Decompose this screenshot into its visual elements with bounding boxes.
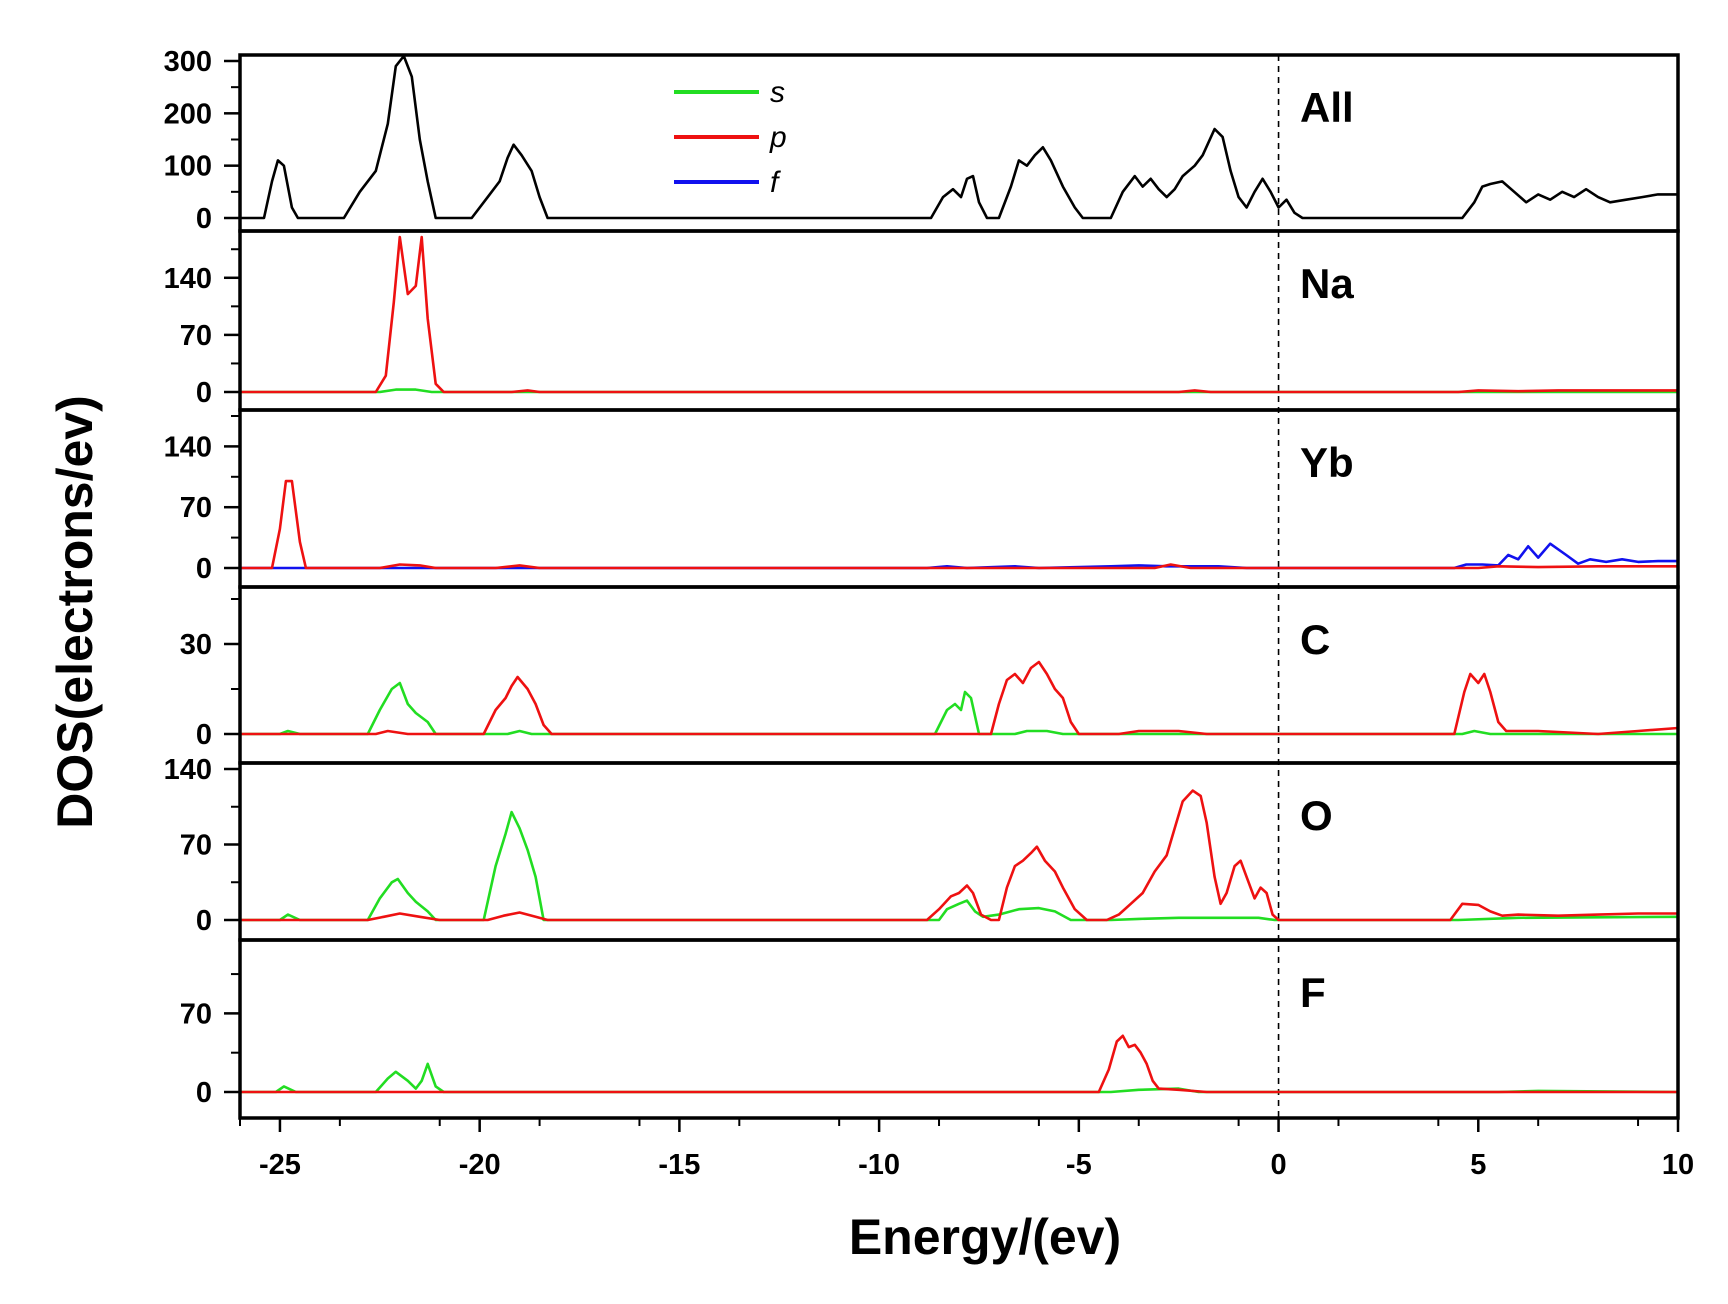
y-tick-label-na-70: 70 — [180, 320, 212, 352]
series-yb-p — [240, 479, 1678, 570]
y-tick-label-all-100: 100 — [164, 151, 212, 183]
x-tick-label--5: -5 — [1066, 1149, 1092, 1181]
panel-label-all: All — [1300, 84, 1354, 131]
panel-yb: 0 70 140 Yb — [164, 415, 1678, 585]
legend-label-s: s — [770, 76, 785, 109]
series-na-p — [240, 235, 1678, 394]
panel-f: 0 70 F — [180, 969, 1679, 1109]
y-tick-label-c-30: 30 — [180, 629, 212, 661]
panel-frame-na — [238, 229, 1680, 412]
panel-label-o: O — [1300, 792, 1333, 839]
series-c-p — [240, 660, 1679, 736]
x-tick-label--20: -20 — [459, 1149, 501, 1181]
legend-label-p: p — [769, 121, 787, 154]
series-c-s — [240, 681, 1678, 736]
y-tick-label-f-0: 0 — [196, 1077, 212, 1109]
panel-frame-f — [238, 938, 1680, 1120]
series-f-p — [240, 1034, 1678, 1094]
y-tick-label-f-70: 70 — [180, 998, 212, 1030]
panel-frame-o — [238, 761, 1680, 942]
y-tick-label-o-0: 0 — [196, 905, 212, 937]
y-tick-label-all-0: 0 — [196, 203, 212, 235]
y-tick-label-yb-70: 70 — [180, 492, 212, 524]
y-axis-title: DOS(electrons/ev) — [47, 395, 103, 828]
y-tick-label-yb-140: 140 — [164, 431, 212, 463]
y-tick-label-o-70: 70 — [180, 830, 212, 862]
x-axis-title: Energy/(ev) — [849, 1209, 1121, 1265]
x-tick-label--15: -15 — [658, 1149, 700, 1181]
panel-label-c: C — [1300, 616, 1330, 663]
y-tick-label-all-200: 200 — [164, 98, 212, 130]
y-tick-label-all-300: 300 — [164, 46, 212, 78]
panel-label-yb: Yb — [1300, 439, 1354, 486]
y-tick-label-c-0: 0 — [196, 719, 212, 751]
y-tick-label-na-140: 140 — [164, 263, 212, 295]
panel-all: 0 100 200 300 All — [164, 46, 1678, 235]
panel-na: 0 70 140 Na — [164, 235, 1678, 409]
x-tick-label--25: -25 — [259, 1149, 301, 1181]
series-f-s — [240, 1062, 1679, 1094]
panel-o: 0 70 140 O — [164, 754, 1679, 937]
x-tick-label-10: 10 — [1662, 1149, 1694, 1181]
y-tick-label-o-140: 140 — [164, 754, 212, 786]
panel-label-na: Na — [1300, 260, 1354, 307]
panel-c: 0 30 C — [180, 598, 1679, 751]
series-o-p — [240, 789, 1678, 922]
y-tick-label-yb-0: 0 — [196, 553, 212, 585]
series-all-total — [240, 54, 1678, 220]
series-yb-f — [240, 542, 1678, 570]
panel-label-f: F — [1300, 969, 1326, 1016]
x-tick-label-5: 5 — [1470, 1149, 1486, 1181]
x-tick-label--10: -10 — [858, 1149, 900, 1181]
panel-frame-c — [238, 585, 1680, 765]
x-tick-label-0: 0 — [1270, 1149, 1286, 1181]
panel-frame-yb — [238, 408, 1680, 589]
legend-label-f: f — [770, 166, 781, 199]
y-tick-label-na-0: 0 — [196, 377, 212, 409]
panel-frame-all — [238, 53, 1680, 233]
